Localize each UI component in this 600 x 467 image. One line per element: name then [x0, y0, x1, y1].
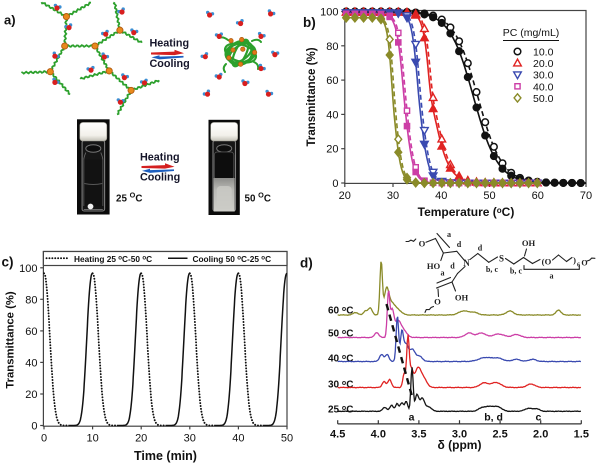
svg-text:10.0: 10.0 — [533, 47, 554, 59]
svg-text:O: O — [419, 239, 426, 249]
svg-text:40: 40 — [232, 433, 244, 445]
svg-text:40 oC: 40 oC — [328, 354, 353, 365]
svg-text:40: 40 — [25, 357, 37, 369]
svg-text:3.0: 3.0 — [452, 429, 467, 441]
svg-text:30: 30 — [387, 190, 399, 202]
svg-text:O: O — [434, 297, 441, 307]
svg-text:20: 20 — [25, 389, 37, 401]
svg-text:d: d — [457, 240, 462, 249]
svg-text:30: 30 — [184, 433, 196, 445]
svg-text:60: 60 — [25, 326, 37, 338]
svg-text:S: S — [499, 254, 504, 264]
svg-text:30 oC: 30 oC — [328, 379, 353, 390]
svg-text:a: a — [440, 269, 444, 278]
svg-text:O: O — [581, 259, 587, 268]
svg-text:0: 0 — [332, 178, 338, 190]
svg-text:OH: OH — [522, 238, 536, 248]
svg-text:HO: HO — [427, 261, 441, 271]
svg-text:20: 20 — [339, 190, 351, 202]
svg-text:d: d — [450, 262, 455, 271]
svg-text:Heating: Heating — [150, 38, 190, 50]
svg-text:Cooling: Cooling — [150, 58, 190, 70]
svg-text:2.5: 2.5 — [492, 429, 507, 441]
svg-text:Transmittance (%): Transmittance (%) — [5, 291, 17, 389]
svg-text:b): b) — [303, 15, 316, 30]
svg-text:Cooling 50 oC-25 oC: Cooling 50 oC-25 oC — [193, 254, 272, 264]
svg-text:50 oC: 50 oC — [328, 329, 353, 340]
svg-text:50.0: 50.0 — [533, 93, 554, 105]
svg-text:100: 100 — [320, 7, 338, 19]
svg-text:40.0: 40.0 — [533, 81, 554, 93]
svg-text:80: 80 — [25, 294, 37, 306]
svg-text:50: 50 — [483, 190, 495, 202]
svg-text:): ) — [573, 255, 576, 265]
svg-text:3.5: 3.5 — [411, 429, 426, 441]
svg-text:Cooling: Cooling — [140, 172, 180, 184]
svg-text:20: 20 — [135, 433, 147, 445]
svg-text:d): d) — [300, 256, 313, 271]
svg-text:Heating 25 oC-50 oC: Heating 25 oC-50 oC — [74, 254, 152, 264]
svg-text:60 oC: 60 oC — [328, 306, 353, 317]
svg-text:4.0: 4.0 — [371, 429, 386, 441]
svg-text:1.5: 1.5 — [574, 429, 589, 441]
svg-text:b, c: b, c — [486, 265, 499, 274]
svg-text:10: 10 — [86, 433, 98, 445]
svg-text:0: 0 — [31, 421, 37, 433]
svg-text:50 OC: 50 OC — [245, 191, 271, 205]
svg-text:0: 0 — [41, 433, 47, 445]
svg-text:40: 40 — [435, 190, 447, 202]
svg-text:OH: OH — [455, 293, 469, 303]
svg-text:c: c — [535, 412, 541, 424]
svg-text:4.5: 4.5 — [330, 429, 345, 441]
svg-text:20: 20 — [326, 144, 338, 156]
svg-text:c): c) — [2, 255, 14, 270]
svg-text:100: 100 — [19, 263, 37, 275]
svg-text:25 oC: 25 oC — [328, 404, 353, 415]
svg-text:25 OC: 25 OC — [116, 191, 142, 205]
svg-text:60: 60 — [532, 190, 544, 202]
svg-text:Transmittance (%): Transmittance (%) — [306, 47, 318, 146]
svg-text:d: d — [478, 244, 483, 253]
svg-text:N: N — [463, 258, 470, 268]
svg-text:O: O — [545, 257, 552, 267]
svg-text:40: 40 — [326, 109, 338, 121]
svg-text:50: 50 — [281, 433, 293, 445]
svg-text:a: a — [549, 272, 553, 281]
svg-text:Time (min): Time (min) — [134, 449, 197, 463]
svg-text:(: ( — [542, 257, 545, 267]
svg-text:Heating: Heating — [140, 152, 180, 164]
svg-text:6: 6 — [577, 263, 580, 269]
svg-text:a): a) — [4, 13, 16, 28]
svg-text:60: 60 — [326, 75, 338, 87]
svg-text:Temperature (oC): Temperature (oC) — [418, 205, 515, 219]
svg-text:b, d: b, d — [484, 412, 503, 424]
svg-text:PC (mg/mL): PC (mg/mL) — [503, 27, 560, 39]
svg-text:a: a — [447, 230, 451, 239]
svg-text:b, c: b, c — [510, 267, 523, 276]
svg-text:a: a — [409, 412, 415, 424]
svg-text:30.0: 30.0 — [533, 70, 554, 82]
svg-text:20.0: 20.0 — [533, 58, 554, 70]
svg-text:δ (ppm): δ (ppm) — [438, 438, 482, 452]
svg-text:70: 70 — [580, 190, 592, 202]
svg-text:80: 80 — [326, 41, 338, 53]
svg-text:2.0: 2.0 — [533, 429, 548, 441]
